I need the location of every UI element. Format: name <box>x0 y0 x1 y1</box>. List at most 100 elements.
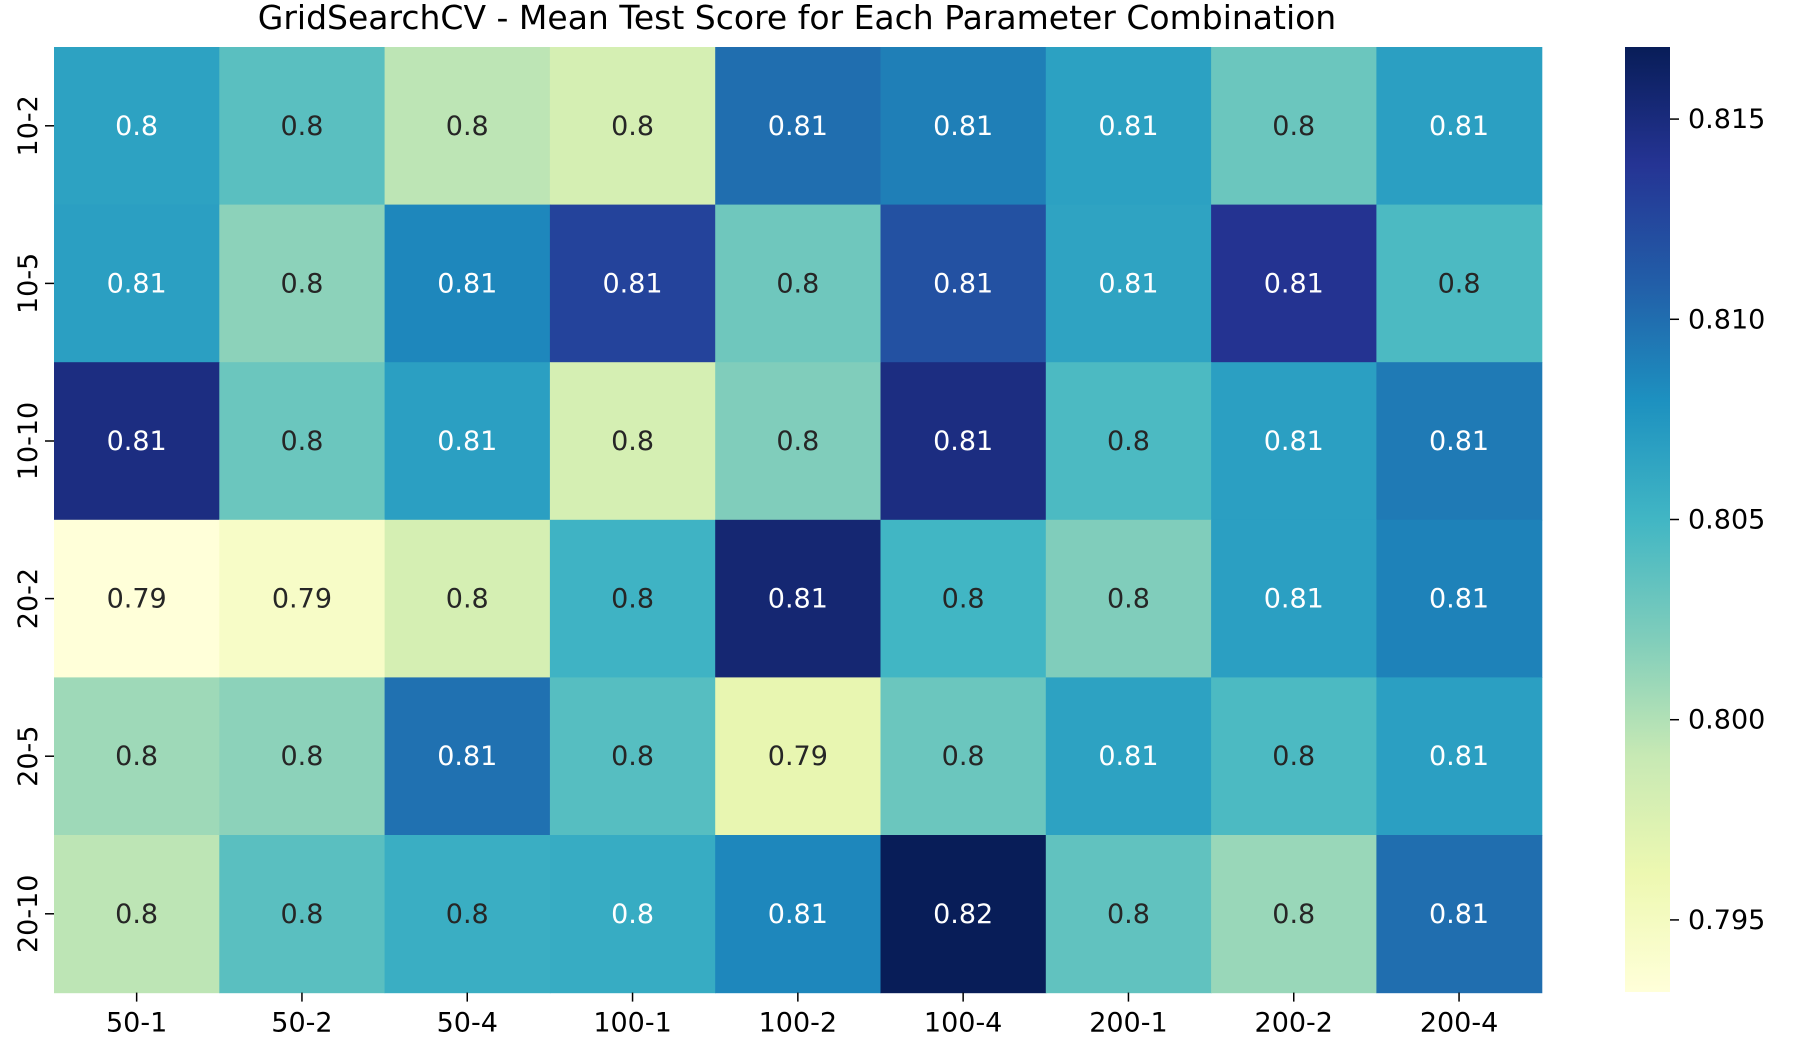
chart-title: GridSearchCV - Mean Test Score for Each … <box>258 0 1336 37</box>
heatmap-cell <box>54 204 220 363</box>
cell-value-label: 0.8 <box>1107 584 1150 615</box>
cell-value-label: 0.8 <box>280 268 323 299</box>
heatmap-cell <box>384 204 551 363</box>
y-axis: 10-2 10-5 10-10 20-2 20-5 20-10 <box>13 95 54 953</box>
heatmap-cell <box>1045 519 1212 678</box>
x-tick-label: 200-1 <box>1089 1008 1167 1039</box>
cell-value-label: 0.81 <box>1429 111 1489 142</box>
y-tick-label: 10-2 <box>13 95 44 156</box>
heatmap-cell <box>549 204 716 363</box>
cell-value-label: 0.8 <box>1438 268 1481 299</box>
heatmap-cell <box>880 677 1047 836</box>
heatmap-cell <box>549 47 716 206</box>
cell-value-label: 0.81 <box>933 426 993 457</box>
heatmap-cell <box>880 519 1047 678</box>
y-tick-label: 10-10 <box>13 402 44 480</box>
heatmap-cell <box>880 362 1047 521</box>
heatmap-cell <box>880 47 1047 206</box>
heatmap-cell <box>384 47 551 206</box>
heatmap-cell <box>1045 835 1212 994</box>
cell-value-label: 0.79 <box>107 584 167 615</box>
x-axis: 50-1 50-2 50-4 100-1 100-2 100-4 200-1 200-2 200… <box>106 992 1498 1039</box>
x-tick-label: 50-4 <box>437 1008 498 1039</box>
heatmap-cell <box>549 835 716 994</box>
cell-value-label: 0.81 <box>1429 899 1489 930</box>
heatmap-cell <box>54 519 220 678</box>
colorbar-gradient <box>1625 47 1670 992</box>
heatmap-cell <box>1376 204 1543 363</box>
cell-value-label: 0.8 <box>280 741 323 772</box>
heatmap-cell <box>384 519 551 678</box>
heatmap-cell <box>1211 519 1377 678</box>
cell-value-label: 0.8 <box>115 899 158 930</box>
cell-value-label: 0.81 <box>437 426 497 457</box>
cell-value-label: 0.8 <box>611 899 654 930</box>
heatmap-cell <box>1211 47 1377 206</box>
cell-value-label: 0.8 <box>611 741 654 772</box>
heatmap-cell <box>549 362 716 521</box>
heatmap-cell <box>715 519 882 678</box>
cell-value-label: 0.8 <box>1107 899 1150 930</box>
heatmap-cells: 0.8 0.8 0.8 0.8 0.81 0.81 0.81 0.8 0.81 0.81 0.8 0.… <box>54 47 1543 994</box>
y-tick-label: 10-5 <box>13 253 44 314</box>
cell-value-label: 0.8 <box>776 426 819 457</box>
cell-value-label: 0.8 <box>1272 899 1315 930</box>
cell-value-label: 0.8 <box>1272 111 1315 142</box>
cell-value-label: 0.81 <box>107 426 167 457</box>
heatmap-cell <box>1376 835 1543 994</box>
cell-value-label: 0.8 <box>1272 741 1315 772</box>
cell-value-label: 0.82 <box>933 899 993 930</box>
cell-value-label: 0.81 <box>1098 268 1158 299</box>
y-tick-label: 20-5 <box>13 726 44 787</box>
heatmap-cell <box>1211 204 1377 363</box>
heatmap-cell <box>1376 47 1543 206</box>
heatmap-cell <box>880 204 1047 363</box>
cell-value-label: 0.81 <box>437 268 497 299</box>
cell-value-label: 0.8 <box>1107 426 1150 457</box>
colorbar-tick-label: 0.815 <box>1688 104 1765 135</box>
cell-value-label: 0.8 <box>446 899 489 930</box>
heatmap-cell <box>1211 835 1377 994</box>
y-tick-label: 20-10 <box>13 875 44 953</box>
cell-value-label: 0.81 <box>768 584 828 615</box>
colorbar-tick-label: 0.795 <box>1688 905 1765 936</box>
heatmap-cell <box>384 677 551 836</box>
heatmap-cell <box>1045 47 1212 206</box>
colorbar-tick-label: 0.805 <box>1688 505 1765 536</box>
cell-value-label: 0.8 <box>280 426 323 457</box>
cell-value-label: 0.81 <box>933 268 993 299</box>
x-tick-label: 200-2 <box>1255 1008 1333 1039</box>
heatmap-cell <box>1045 677 1212 836</box>
heatmap-cell <box>549 677 716 836</box>
heatmap-cell <box>1211 677 1377 836</box>
cell-value-label: 0.81 <box>768 111 828 142</box>
heatmap-cell <box>219 677 386 836</box>
heatmap-cell <box>1376 677 1543 836</box>
heatmap-cell <box>219 835 386 994</box>
heatmap-cell <box>715 204 882 363</box>
y-tick-label: 20-2 <box>13 568 44 629</box>
colorbar-tick-label: 0.800 <box>1688 705 1765 736</box>
colorbar-ticks: 0.795 0.800 0.805 0.810 0.815 <box>1670 104 1765 936</box>
heatmap-cell <box>219 362 386 521</box>
heatmap-cell <box>715 677 882 836</box>
x-tick-label: 200-4 <box>1420 1008 1498 1039</box>
cell-value-label: 0.81 <box>1098 111 1158 142</box>
cell-value-label: 0.8 <box>611 111 654 142</box>
cell-value-label: 0.81 <box>1429 584 1489 615</box>
cell-value-label: 0.8 <box>115 111 158 142</box>
heatmap-cell <box>54 47 220 206</box>
cell-value-label: 0.8 <box>446 111 489 142</box>
heatmap-cell <box>219 519 386 678</box>
colorbar: 0.795 0.800 0.805 0.810 0.815 <box>1625 47 1765 992</box>
cell-value-label: 0.8 <box>280 111 323 142</box>
cell-value-label: 0.81 <box>1098 741 1158 772</box>
cell-value-label: 0.81 <box>933 111 993 142</box>
cell-value-label: 0.81 <box>1429 426 1489 457</box>
cell-value-label: 0.8 <box>115 741 158 772</box>
heatmap-cell <box>715 835 882 994</box>
x-tick-label: 100-4 <box>924 1008 1002 1039</box>
x-tick-label: 100-2 <box>759 1008 837 1039</box>
cell-value-label: 0.79 <box>768 741 828 772</box>
